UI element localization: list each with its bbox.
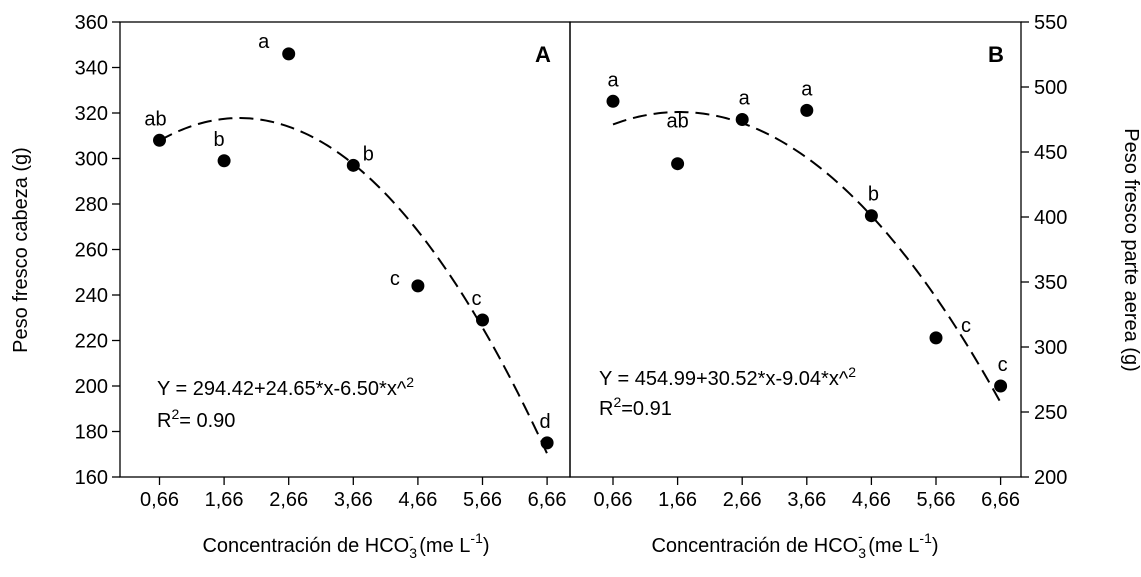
panel-a-equation: Y = 294.42+24.65*x-6.50*x^2 [157,374,414,400]
panel-b-y-tick-label: 300 [1034,337,1067,359]
panel-b-y-axis-label: Peso fresco parte aerea (g) [1120,128,1141,371]
panel-b-y-tick-label: 500 [1034,77,1067,99]
panel-a-data-point [411,279,425,293]
panel-b-data-point [735,113,749,126]
panel-a: 160 180 200 220 240 260 280 300 320 340 360 0,66 1,6… [75,12,567,511]
panel-a-data-point [476,313,489,327]
panel-a-y-tick-label: 300 [75,149,108,171]
panel-a-data-point [282,47,296,61]
panel-a-r-squared: R2= 0.90 [157,406,235,432]
panel-a-point-label: d [540,411,551,433]
panel-b-point-label: b [868,184,879,206]
panel-b-data-point [800,103,814,117]
panel-b-y-tick-label: 550 [1034,12,1067,34]
panel-b-data-point [929,331,943,345]
panel-a-x-tick-label: 0,66 [140,489,179,511]
panel-a-y-tick-label: 160 [75,467,108,489]
panel-a-data-point [217,154,231,168]
panel-b-fit-curve [612,111,1002,404]
panel-b-point-label: ab [666,111,688,133]
panel-a-x-axis-label: Concentración de HCO3- (me L-1) [202,528,489,561]
panel-b-data-point [606,94,620,108]
panel-a-point-label: ab [144,108,166,130]
panel-b-data-point [671,157,685,171]
panel-b-r-squared: R2=0.91 [599,394,672,420]
panel-a-y-tick-label: 260 [75,240,108,262]
panel-a-data-point [153,133,166,147]
panel-a-data-point [346,158,360,172]
panel-a-point-label: c [472,288,482,310]
panel-a-point-label: c [390,268,400,290]
panel-b-y-tick-label: 450 [1034,142,1067,164]
panel-a-fit-curve [159,117,549,455]
panel-b-point-label: a [739,88,751,110]
panel-b-y-tick-label: 400 [1034,207,1067,229]
panel-b-x-tick-label: 4,66 [852,489,891,511]
panel-a-y-tick-label: 340 [75,58,108,80]
panel-b-point-label: a [801,78,813,100]
panel-a-x-tick-label: 3,66 [334,489,373,511]
panel-b-x-tick-label: 5,66 [917,489,956,511]
panel-b-frame [569,21,1022,478]
panel-a-y-tick-label: 200 [75,376,108,398]
panel-b-point-label: c [998,354,1008,376]
panel-a-point-label: b [214,129,225,151]
panel-a-label: A [535,42,551,67]
panel-b-x-tick-label: 6,66 [981,489,1020,511]
panel-b-equation: Y = 454.99+30.52*x-9.04*x^2 [599,364,856,390]
panel-b-y-tick-label: 250 [1034,402,1067,424]
panel-a-y-tick-label: 360 [75,12,108,34]
panel-a-y-tick-label: 240 [75,285,108,307]
panel-a-x-tick-label: 5,66 [463,489,502,511]
panel-a-y-tick-label: 180 [75,422,108,444]
panel-a-x-tick-label: 6,66 [528,489,567,511]
panel-b: 200 250 300 350 400 450 500 550 0,66 1,66 2,66 3,66… [594,12,1068,511]
panel-a-y-axis-label: Peso fresco cabeza (g) [10,147,32,353]
panel-a-data-point [540,436,554,450]
panel-b-y-tick-label: 350 [1034,272,1067,294]
panel-b-x-axis-label: Concentración de HCO3- (me L-1) [651,528,938,561]
panel-a-point-label: b [363,143,374,165]
panel-a-frame [119,21,571,478]
panel-a-x-tick-label: 1,66 [205,489,244,511]
panel-b-data-point [864,209,878,223]
panel-a-x-tick-label: 4,66 [398,489,437,511]
panel-a-y-tick-label: 320 [75,103,108,125]
panel-b-x-tick-label: 1,66 [658,489,697,511]
panel-b-x-tick-label: 0,66 [594,489,633,511]
panel-b-x-tick-label: 2,66 [723,489,762,511]
panel-b-point-label: a [607,69,619,91]
panel-a-x-tick-label: 2,66 [269,489,308,511]
panel-b-x-tick-label: 3,66 [787,489,826,511]
panel-a-y-tick-label: 220 [75,331,108,353]
panel-a-point-label: a [258,31,270,53]
panel-a-y-tick-label: 280 [75,194,108,216]
panel-b-point-label: c [961,315,971,337]
panel-b-data-point [994,379,1008,393]
panel-b-y-tick-label: 200 [1034,467,1067,489]
panel-b-label: B [988,42,1004,67]
